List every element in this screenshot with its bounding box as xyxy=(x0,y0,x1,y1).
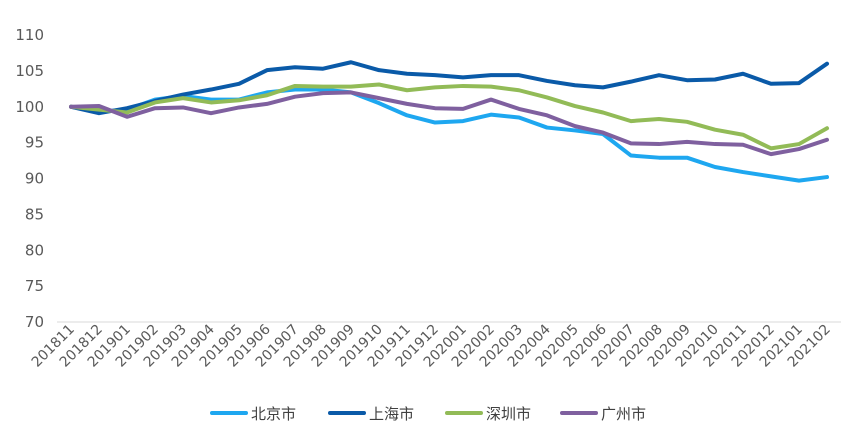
y-tick-label: 75 xyxy=(25,277,44,295)
y-tick-label: 95 xyxy=(25,134,44,152)
series-line-3 xyxy=(69,82,829,151)
legend-label: 广州市 xyxy=(601,405,646,423)
y-tick-label: 70 xyxy=(25,313,44,331)
x-axis: 2018112018122019012019022019032019042019… xyxy=(29,321,841,371)
y-tick-label: 110 xyxy=(15,26,44,44)
legend-label: 上海市 xyxy=(369,405,414,423)
y-tick-label: 100 xyxy=(15,98,44,116)
legend-label: 北京市 xyxy=(251,405,296,423)
series-line-4 xyxy=(69,90,829,157)
legend-label: 深圳市 xyxy=(486,405,531,423)
y-axis: 70 75 80 85 90 95 100 105 110 xyxy=(15,26,44,331)
y-tick-label: 105 xyxy=(15,62,44,80)
series-line-2 xyxy=(69,60,829,116)
legend: 北京市 上海市 深圳市 广州市 xyxy=(210,405,646,423)
y-tick-label: 90 xyxy=(25,170,44,188)
series-line-1 xyxy=(69,87,829,183)
series-layer xyxy=(69,60,829,183)
y-tick-label: 85 xyxy=(25,205,44,223)
y-tick-label: 80 xyxy=(25,241,44,259)
